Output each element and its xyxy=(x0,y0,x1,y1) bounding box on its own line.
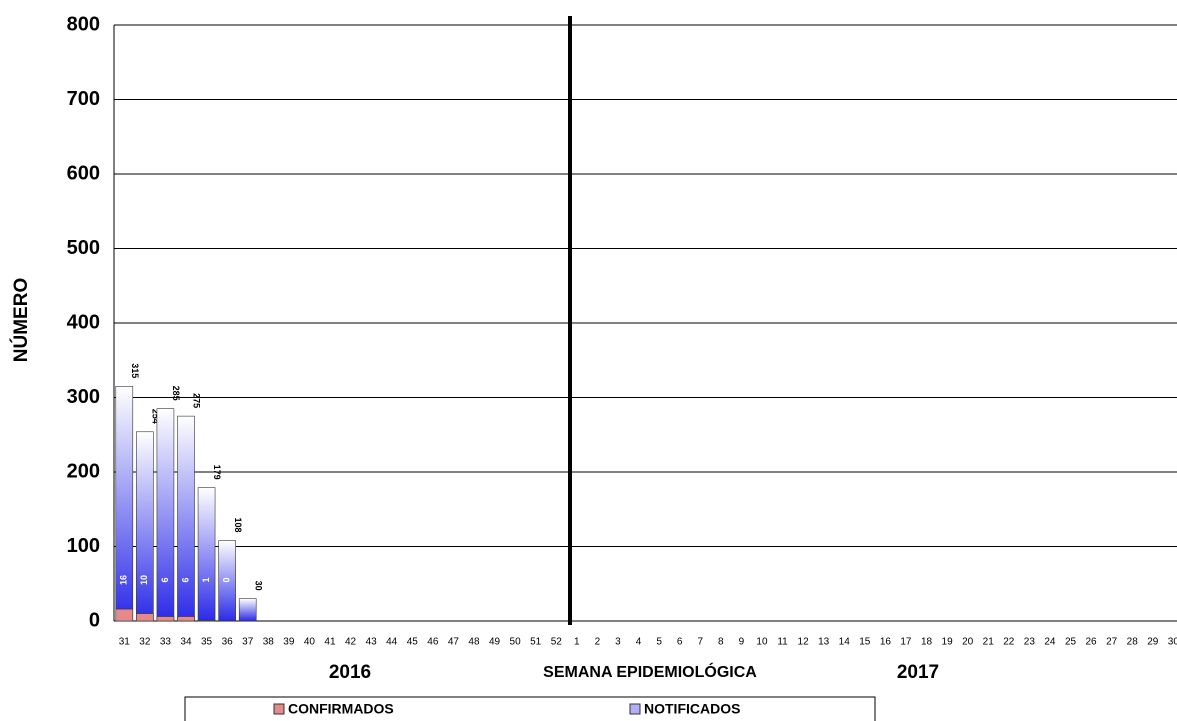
y-tick-label: 500 xyxy=(67,237,100,259)
legend-box xyxy=(184,696,876,721)
x-tick-label: 9 xyxy=(739,637,745,648)
x-tick-label: 36 xyxy=(222,637,234,648)
x-tick-label: 42 xyxy=(345,637,357,648)
y-tick-label: 100 xyxy=(67,535,100,557)
x-tick-label: 38 xyxy=(263,637,275,648)
data-label: 275 xyxy=(192,393,202,408)
legend-label: NOTIFICADOS xyxy=(644,701,740,717)
y-tick-label: 800 xyxy=(67,13,100,35)
year-label: 2017 xyxy=(897,662,939,683)
x-tick-label: 4 xyxy=(636,637,642,648)
x-tick-label: 43 xyxy=(366,637,378,648)
x-tick-label: 11 xyxy=(777,637,788,648)
legend-swatch xyxy=(629,703,641,715)
x-tick-label: 24 xyxy=(1044,637,1056,648)
x-tick-label: 16 xyxy=(880,637,892,648)
data-label: 10 xyxy=(139,575,149,585)
x-tick-label: 37 xyxy=(242,637,254,648)
x-tick-label: 18 xyxy=(921,637,933,648)
bar xyxy=(218,540,236,622)
x-tick-label: 39 xyxy=(283,637,295,648)
x-tick-label: 14 xyxy=(839,637,851,648)
x-tick-label: 49 xyxy=(489,637,501,648)
year-label: 2016 xyxy=(329,662,371,683)
x-tick-label: 47 xyxy=(448,637,460,648)
data-label: 6 xyxy=(180,577,190,582)
y-axis-title: NÚMERO xyxy=(10,278,32,362)
x-tick-label: 29 xyxy=(1147,637,1159,648)
x-tick-label: 35 xyxy=(201,637,213,648)
x-tick-label: 45 xyxy=(407,637,419,648)
x-tick-label: 2 xyxy=(595,637,601,648)
x-tick-label: 51 xyxy=(530,637,542,648)
x-tick-label: 27 xyxy=(1106,637,1118,648)
x-tick-label: 1 xyxy=(574,637,580,648)
x-tick-label: 10 xyxy=(756,637,768,648)
bar xyxy=(156,616,175,622)
x-tick-label: 26 xyxy=(1086,637,1098,648)
data-label: 0 xyxy=(222,577,232,582)
x-tick-label: 32 xyxy=(139,637,151,648)
y-tick-label: 0 xyxy=(89,609,100,631)
x-tick-label: 5 xyxy=(656,637,662,648)
x-tick-label: 50 xyxy=(510,637,522,648)
legend-swatch xyxy=(273,703,285,715)
x-tick-label: 17 xyxy=(900,637,912,648)
x-tick-label: 7 xyxy=(697,637,703,648)
x-tick-label: 34 xyxy=(180,637,192,648)
bar xyxy=(197,619,216,622)
x-tick-label: 21 xyxy=(983,637,995,648)
x-tick-label: 15 xyxy=(859,637,871,648)
bar xyxy=(197,487,216,622)
data-label: 254 xyxy=(150,409,160,424)
x-tick-label: 13 xyxy=(818,637,830,648)
data-label: 1 xyxy=(201,577,211,582)
bar xyxy=(177,415,195,622)
x-tick-label: 40 xyxy=(304,637,316,648)
data-label: 30 xyxy=(253,581,263,591)
x-tick-label: 28 xyxy=(1127,637,1139,648)
data-label: 16 xyxy=(119,575,129,585)
x-tick-label: 48 xyxy=(468,637,480,648)
x-tick-label: 52 xyxy=(551,637,563,648)
x-tick-label: 6 xyxy=(677,637,683,648)
x-tick-label: 12 xyxy=(798,637,810,648)
data-label: 315 xyxy=(130,363,140,378)
x-tick-label: 44 xyxy=(386,637,398,648)
x-tick-label: 3 xyxy=(615,637,621,648)
x-tick-label: 8 xyxy=(718,637,724,648)
x-tick-label: 19 xyxy=(942,637,954,648)
y-tick-label: 400 xyxy=(67,311,100,333)
x-tick-label: 41 xyxy=(324,637,336,648)
x-tick-label: 22 xyxy=(1003,637,1015,648)
data-label: 6 xyxy=(160,577,170,582)
x-tick-label: 31 xyxy=(119,637,131,648)
y-tick-label: 700 xyxy=(67,88,100,110)
x-tick-label: 25 xyxy=(1065,637,1077,648)
bar xyxy=(177,616,195,622)
bar xyxy=(136,613,154,622)
x-tick-label: 23 xyxy=(1024,637,1036,648)
y-tick-label: 600 xyxy=(67,162,100,184)
x-tick-label: 30 xyxy=(1168,637,1177,648)
data-label: 285 xyxy=(171,386,181,401)
bar xyxy=(156,408,175,622)
y-tick-label: 200 xyxy=(67,460,100,482)
bar xyxy=(115,608,134,622)
x-tick-label: 20 xyxy=(962,637,974,648)
data-label: 179 xyxy=(212,465,222,480)
legend-label: CONFIRMADOS xyxy=(288,701,394,717)
x-tick-label: 33 xyxy=(160,637,172,648)
bar xyxy=(238,598,257,622)
plot-area xyxy=(113,24,1177,622)
data-label: 108 xyxy=(233,518,243,533)
bar xyxy=(136,431,154,622)
x-axis-title: SEMANA EPIDEMIOLÓGICA xyxy=(543,662,757,681)
x-tick-label: 46 xyxy=(427,637,439,648)
y-tick-label: 300 xyxy=(67,386,100,408)
